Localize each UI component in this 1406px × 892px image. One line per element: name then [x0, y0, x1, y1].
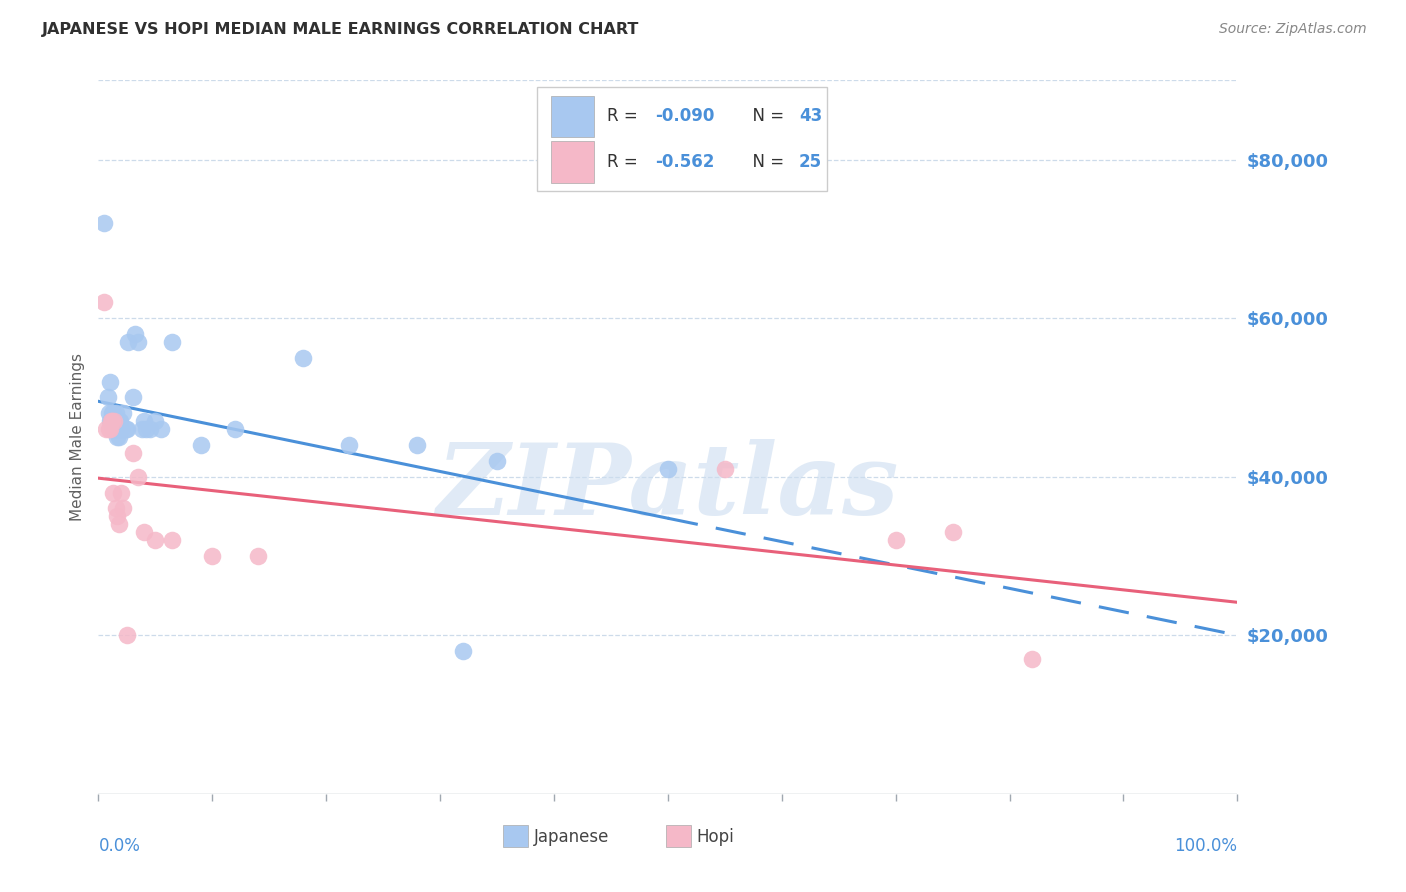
Point — [103, 406, 125, 420]
Point — [132, 525, 155, 540]
Point — [406, 438, 429, 452]
Point — [110, 485, 132, 500]
Point — [103, 422, 125, 436]
Point — [112, 501, 135, 516]
Point — [942, 525, 965, 540]
Point — [103, 422, 125, 436]
Text: Japanese: Japanese — [533, 828, 609, 846]
Point — [100, 414, 122, 428]
Point — [100, 414, 122, 428]
Text: N =: N = — [742, 153, 789, 171]
Point — [105, 422, 128, 436]
Point — [107, 422, 129, 436]
Point — [246, 549, 269, 563]
Text: R =: R = — [607, 153, 644, 171]
Point — [124, 326, 146, 341]
Text: Source: ZipAtlas.com: Source: ZipAtlas.com — [1219, 22, 1367, 37]
Point — [135, 422, 157, 436]
Point — [93, 295, 115, 310]
Text: JAPANESE VS HOPI MEDIAN MALE EARNINGS CORRELATION CHART: JAPANESE VS HOPI MEDIAN MALE EARNINGS CO… — [42, 22, 640, 37]
Point — [103, 485, 125, 500]
Point — [104, 422, 127, 436]
Point — [162, 334, 184, 349]
Point — [201, 549, 224, 563]
Text: 0.0%: 0.0% — [98, 837, 141, 855]
Text: 100.0%: 100.0% — [1174, 837, 1237, 855]
FancyBboxPatch shape — [665, 824, 690, 847]
Point — [98, 375, 121, 389]
Point — [131, 422, 153, 436]
Point — [112, 406, 135, 420]
Point — [714, 462, 737, 476]
Point — [657, 462, 679, 476]
Point — [190, 438, 212, 452]
Point — [104, 406, 127, 420]
Point — [96, 422, 118, 436]
FancyBboxPatch shape — [551, 141, 593, 183]
Point — [98, 414, 121, 428]
Point — [108, 414, 131, 428]
Point — [104, 501, 127, 516]
Point — [121, 446, 143, 460]
Point — [162, 533, 184, 548]
FancyBboxPatch shape — [503, 824, 527, 847]
Y-axis label: Median Male Earnings: Median Male Earnings — [69, 353, 84, 521]
Point — [115, 422, 138, 436]
Point — [98, 422, 121, 436]
Point — [138, 422, 160, 436]
Point — [337, 438, 360, 452]
Point — [451, 644, 474, 658]
Point — [101, 414, 124, 428]
Point — [108, 414, 131, 428]
Text: Hopi: Hopi — [696, 828, 734, 846]
Point — [97, 422, 120, 436]
Text: 25: 25 — [799, 153, 823, 171]
Text: -0.562: -0.562 — [655, 153, 714, 171]
Point — [127, 469, 149, 483]
Point — [110, 422, 132, 436]
Point — [150, 422, 173, 436]
Point — [114, 422, 136, 436]
Text: ZIPatlas: ZIPatlas — [437, 439, 898, 535]
Text: 43: 43 — [799, 107, 823, 126]
Point — [105, 509, 128, 524]
Point — [103, 414, 125, 428]
Point — [127, 334, 149, 349]
Point — [96, 391, 118, 405]
Point — [486, 454, 509, 468]
Point — [108, 430, 131, 444]
Point — [292, 351, 315, 365]
Point — [145, 533, 167, 548]
Text: -0.090: -0.090 — [655, 107, 714, 126]
Text: R =: R = — [607, 107, 644, 126]
Point — [1021, 652, 1043, 666]
Point — [884, 533, 907, 548]
Point — [101, 406, 124, 420]
Point — [145, 414, 167, 428]
Point — [224, 422, 246, 436]
Point — [93, 216, 115, 230]
Point — [121, 391, 143, 405]
Point — [117, 334, 139, 349]
Point — [103, 422, 125, 436]
Point — [105, 430, 128, 444]
Point — [108, 414, 131, 428]
Point — [115, 628, 138, 642]
Point — [132, 414, 155, 428]
FancyBboxPatch shape — [537, 87, 827, 191]
Point — [108, 517, 131, 532]
FancyBboxPatch shape — [551, 95, 593, 137]
Text: N =: N = — [742, 107, 789, 126]
Point — [97, 406, 120, 420]
